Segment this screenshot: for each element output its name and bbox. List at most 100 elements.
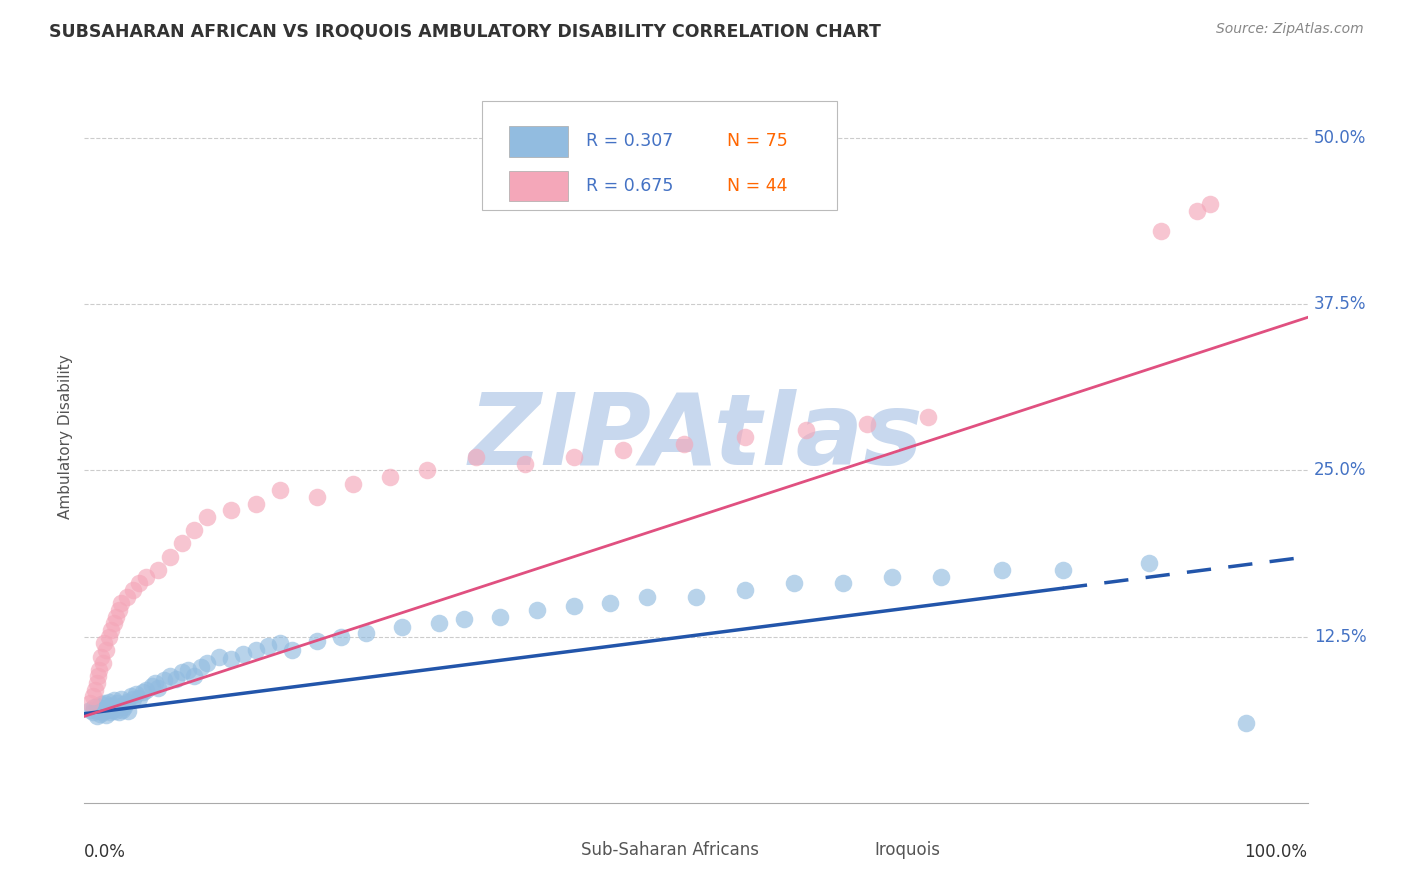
Text: 0.0%: 0.0%: [84, 843, 127, 861]
Point: [562, 599, 585, 613]
Point: [929, 570, 952, 584]
Point: [880, 570, 903, 584]
Point: [100, 623, 122, 637]
Point: [107, 603, 129, 617]
Point: [526, 603, 548, 617]
Point: [110, 692, 132, 706]
Point: [219, 652, 242, 666]
Point: [107, 706, 129, 720]
Point: [1150, 224, 1173, 238]
Point: [135, 570, 157, 584]
Point: [146, 681, 169, 696]
Point: [122, 692, 145, 706]
Point: [100, 698, 122, 713]
Point: [190, 660, 212, 674]
Point: [98, 706, 121, 720]
Point: [269, 483, 291, 498]
Text: 12.5%: 12.5%: [1313, 628, 1367, 646]
Text: ZIPAtlas: ZIPAtlas: [468, 389, 924, 485]
Point: [257, 639, 280, 653]
Point: [831, 576, 853, 591]
Point: [734, 430, 756, 444]
Point: [104, 704, 127, 718]
Point: [513, 457, 536, 471]
Text: 50.0%: 50.0%: [1313, 128, 1367, 147]
Text: R = 0.307: R = 0.307: [586, 132, 673, 150]
Point: [153, 673, 176, 688]
Point: [86, 698, 108, 713]
Point: [79, 696, 101, 710]
Point: [917, 410, 939, 425]
Point: [87, 663, 110, 677]
Point: [87, 701, 110, 715]
Point: [183, 523, 205, 537]
Bar: [823, 838, 862, 863]
Point: [135, 682, 157, 697]
Point: [783, 576, 806, 591]
Text: 37.5%: 37.5%: [1313, 295, 1367, 313]
Text: R = 0.675: R = 0.675: [586, 177, 673, 195]
Point: [115, 695, 138, 709]
Point: [636, 590, 658, 604]
Point: [1187, 204, 1209, 219]
Point: [79, 703, 101, 717]
Point: [172, 536, 194, 550]
Point: [120, 690, 142, 704]
Point: [380, 470, 402, 484]
Point: [991, 563, 1014, 577]
Point: [125, 687, 148, 701]
Point: [1198, 197, 1220, 211]
Text: 25.0%: 25.0%: [1313, 461, 1367, 479]
Point: [1236, 716, 1258, 731]
Point: [599, 596, 621, 610]
Point: [111, 703, 134, 717]
Point: [91, 706, 114, 720]
Text: Iroquois: Iroquois: [875, 841, 941, 859]
Point: [82, 690, 104, 704]
Bar: [530, 838, 569, 863]
Point: [96, 643, 118, 657]
Point: [183, 669, 205, 683]
Point: [108, 698, 131, 713]
Point: [734, 582, 756, 597]
Point: [97, 630, 120, 644]
Point: [281, 643, 304, 657]
Point: [208, 649, 231, 664]
Point: [1137, 557, 1160, 571]
Point: [305, 633, 328, 648]
Point: [489, 609, 512, 624]
Text: N = 44: N = 44: [727, 177, 787, 195]
Point: [83, 700, 105, 714]
Point: [159, 669, 181, 683]
Point: [159, 549, 181, 564]
Text: 100.0%: 100.0%: [1244, 843, 1308, 861]
Point: [89, 706, 111, 721]
Point: [232, 647, 254, 661]
Y-axis label: Ambulatory Disability: Ambulatory Disability: [58, 355, 73, 519]
Point: [105, 609, 128, 624]
Point: [112, 700, 135, 714]
Point: [128, 690, 150, 705]
Text: SUBSAHARAN AFRICAN VS IROQUOIS AMBULATORY DISABILITY CORRELATION CHART: SUBSAHARAN AFRICAN VS IROQUOIS AMBULATOR…: [49, 22, 882, 40]
Point: [685, 590, 707, 604]
Point: [464, 450, 486, 464]
Point: [146, 563, 169, 577]
Point: [245, 643, 267, 657]
Point: [101, 703, 124, 717]
Text: Sub-Saharan Africans: Sub-Saharan Africans: [581, 841, 759, 859]
Bar: [509, 170, 568, 202]
Point: [105, 701, 128, 715]
Point: [93, 636, 115, 650]
Point: [103, 693, 125, 707]
Point: [115, 590, 138, 604]
Point: [96, 708, 118, 723]
Point: [132, 685, 155, 699]
Point: [97, 700, 120, 714]
Text: Source: ZipAtlas.com: Source: ZipAtlas.com: [1216, 22, 1364, 37]
Point: [141, 679, 163, 693]
Point: [86, 709, 108, 723]
Point: [117, 704, 139, 718]
Point: [195, 509, 218, 524]
Point: [114, 698, 136, 712]
Point: [219, 503, 242, 517]
